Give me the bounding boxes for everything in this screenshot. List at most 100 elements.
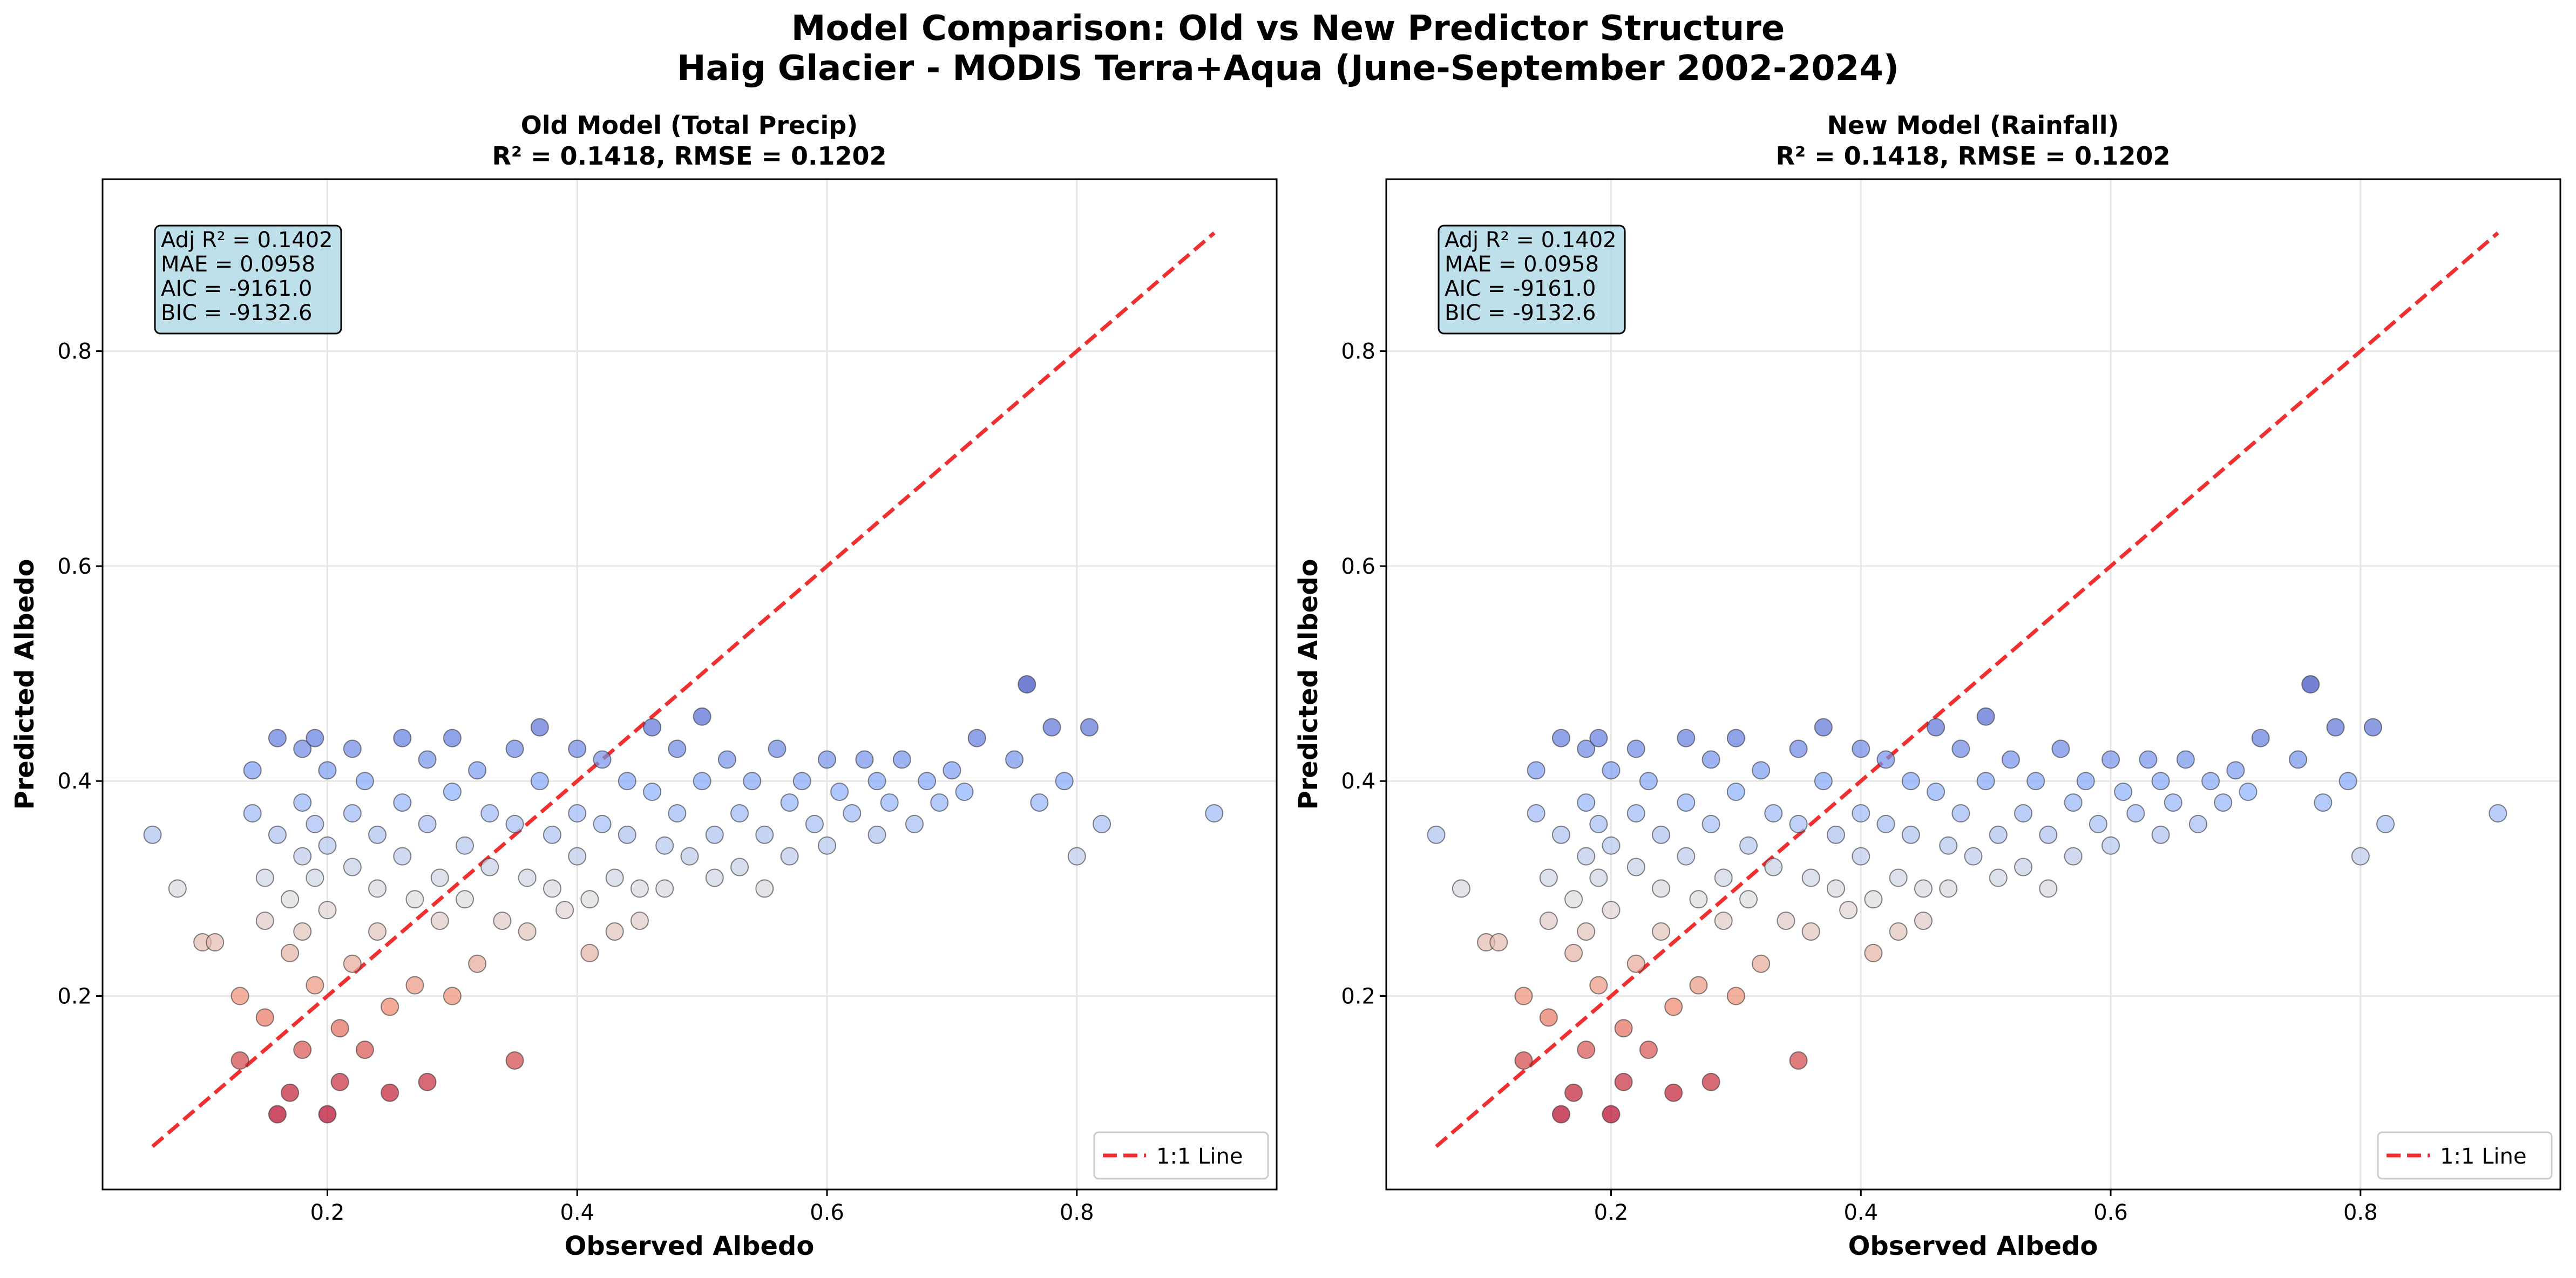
data-point [818, 836, 837, 855]
data-point [1205, 804, 1224, 822]
data-point [1764, 804, 1783, 822]
data-point [1714, 912, 1733, 930]
data-point [643, 718, 662, 737]
panel-title-line2: R² = 0.1418, RMSE = 0.1202 [492, 141, 887, 171]
data-point [2014, 804, 2033, 822]
data-point [655, 836, 674, 855]
plot-frame [1385, 178, 2561, 1191]
data-point [2139, 750, 2158, 769]
data-point [1589, 729, 1608, 747]
data-point [1539, 868, 1558, 887]
data-point [805, 814, 824, 833]
data-point [967, 729, 986, 747]
data-point [905, 814, 924, 833]
legend-box [2377, 1131, 2553, 1180]
data-point [1602, 761, 1621, 780]
data-point [1976, 707, 1995, 726]
data-point [1626, 954, 1645, 973]
data-point [268, 729, 287, 747]
data-point [918, 772, 937, 791]
data-point [355, 772, 374, 791]
data-point [443, 987, 462, 1005]
data-point [1514, 1051, 1533, 1070]
legend: 1:1 Line [1093, 1131, 1269, 1180]
data-point [1889, 868, 1908, 887]
data-point [1801, 922, 1820, 941]
data-point [543, 825, 561, 844]
data-point [318, 761, 337, 780]
data-point [443, 729, 462, 747]
data-point [1602, 836, 1621, 855]
panel-title-line1: New Model (Rainfall) [1827, 111, 2119, 140]
data-point [306, 729, 324, 747]
data-point [405, 976, 424, 995]
data-point [2102, 836, 2120, 855]
x-tick-label: 0.8 [2343, 1200, 2378, 1225]
data-point [780, 793, 799, 812]
data-point [1677, 729, 1696, 747]
data-point [1826, 825, 1845, 844]
data-point [2251, 729, 2270, 747]
data-point [1852, 739, 1870, 758]
data-point [693, 707, 711, 726]
data-point [1577, 739, 1596, 758]
data-point [281, 943, 300, 962]
data-point [1564, 943, 1583, 962]
data-point [1752, 761, 1771, 780]
data-point [792, 772, 811, 791]
data-point [168, 879, 187, 898]
stats-box-background [1438, 225, 1626, 335]
data-point [1551, 729, 1570, 747]
data-point [1939, 836, 1958, 855]
data-point [493, 912, 512, 930]
data-point [1927, 718, 1945, 737]
data-point [668, 739, 687, 758]
data-point [605, 922, 624, 941]
data-point [1602, 901, 1621, 920]
data-point [2151, 825, 2170, 844]
data-point [1055, 772, 1074, 791]
data-point [368, 922, 387, 941]
data-point [880, 793, 899, 812]
data-point [430, 868, 449, 887]
data-point [717, 750, 736, 769]
data-point [1067, 847, 1086, 866]
data-point [293, 793, 312, 812]
stats-box-background [154, 225, 342, 335]
data-point [306, 868, 324, 887]
data-point [2114, 783, 2133, 801]
data-point [1639, 772, 1658, 791]
stats-aic: AIC = -9161.0 [161, 276, 312, 301]
data-point [1852, 847, 1870, 866]
stats-adj-r2: Adj R² = 0.1402 [1445, 228, 1617, 253]
data-point [1864, 890, 1883, 909]
data-point [243, 761, 262, 780]
data-point [368, 825, 387, 844]
data-point [1539, 912, 1558, 930]
data-point [468, 761, 487, 780]
data-point [293, 847, 312, 866]
data-point [2089, 814, 2107, 833]
panel-title-line1: Old Model (Total Precip) [521, 111, 858, 140]
x-tick-label: 0.8 [1060, 1200, 1094, 1225]
data-point [1577, 922, 1596, 941]
data-point [1726, 729, 1745, 747]
data-point [1689, 890, 1708, 909]
data-point [1626, 739, 1645, 758]
data-point [580, 890, 599, 909]
figure-title-line1: Model Comparison: Old vs New Predictor S… [791, 9, 1785, 49]
data-point [468, 954, 487, 973]
data-point [1626, 858, 1645, 876]
stats-bic: BIC = -9132.6 [161, 301, 313, 325]
x-axis-label: Observed Albedo [1848, 1231, 2098, 1261]
stats-adj-r2: Adj R² = 0.1402 [161, 228, 333, 253]
legend: 1:1 Line [2377, 1131, 2553, 1180]
x-tick-label: 0.2 [1594, 1200, 1629, 1225]
data-point [680, 847, 699, 866]
data-point [1739, 890, 1758, 909]
grid-lines [1386, 179, 2560, 1189]
y-tick-label: 0.4 [57, 769, 92, 794]
y-tick-label: 0.2 [57, 984, 92, 1009]
